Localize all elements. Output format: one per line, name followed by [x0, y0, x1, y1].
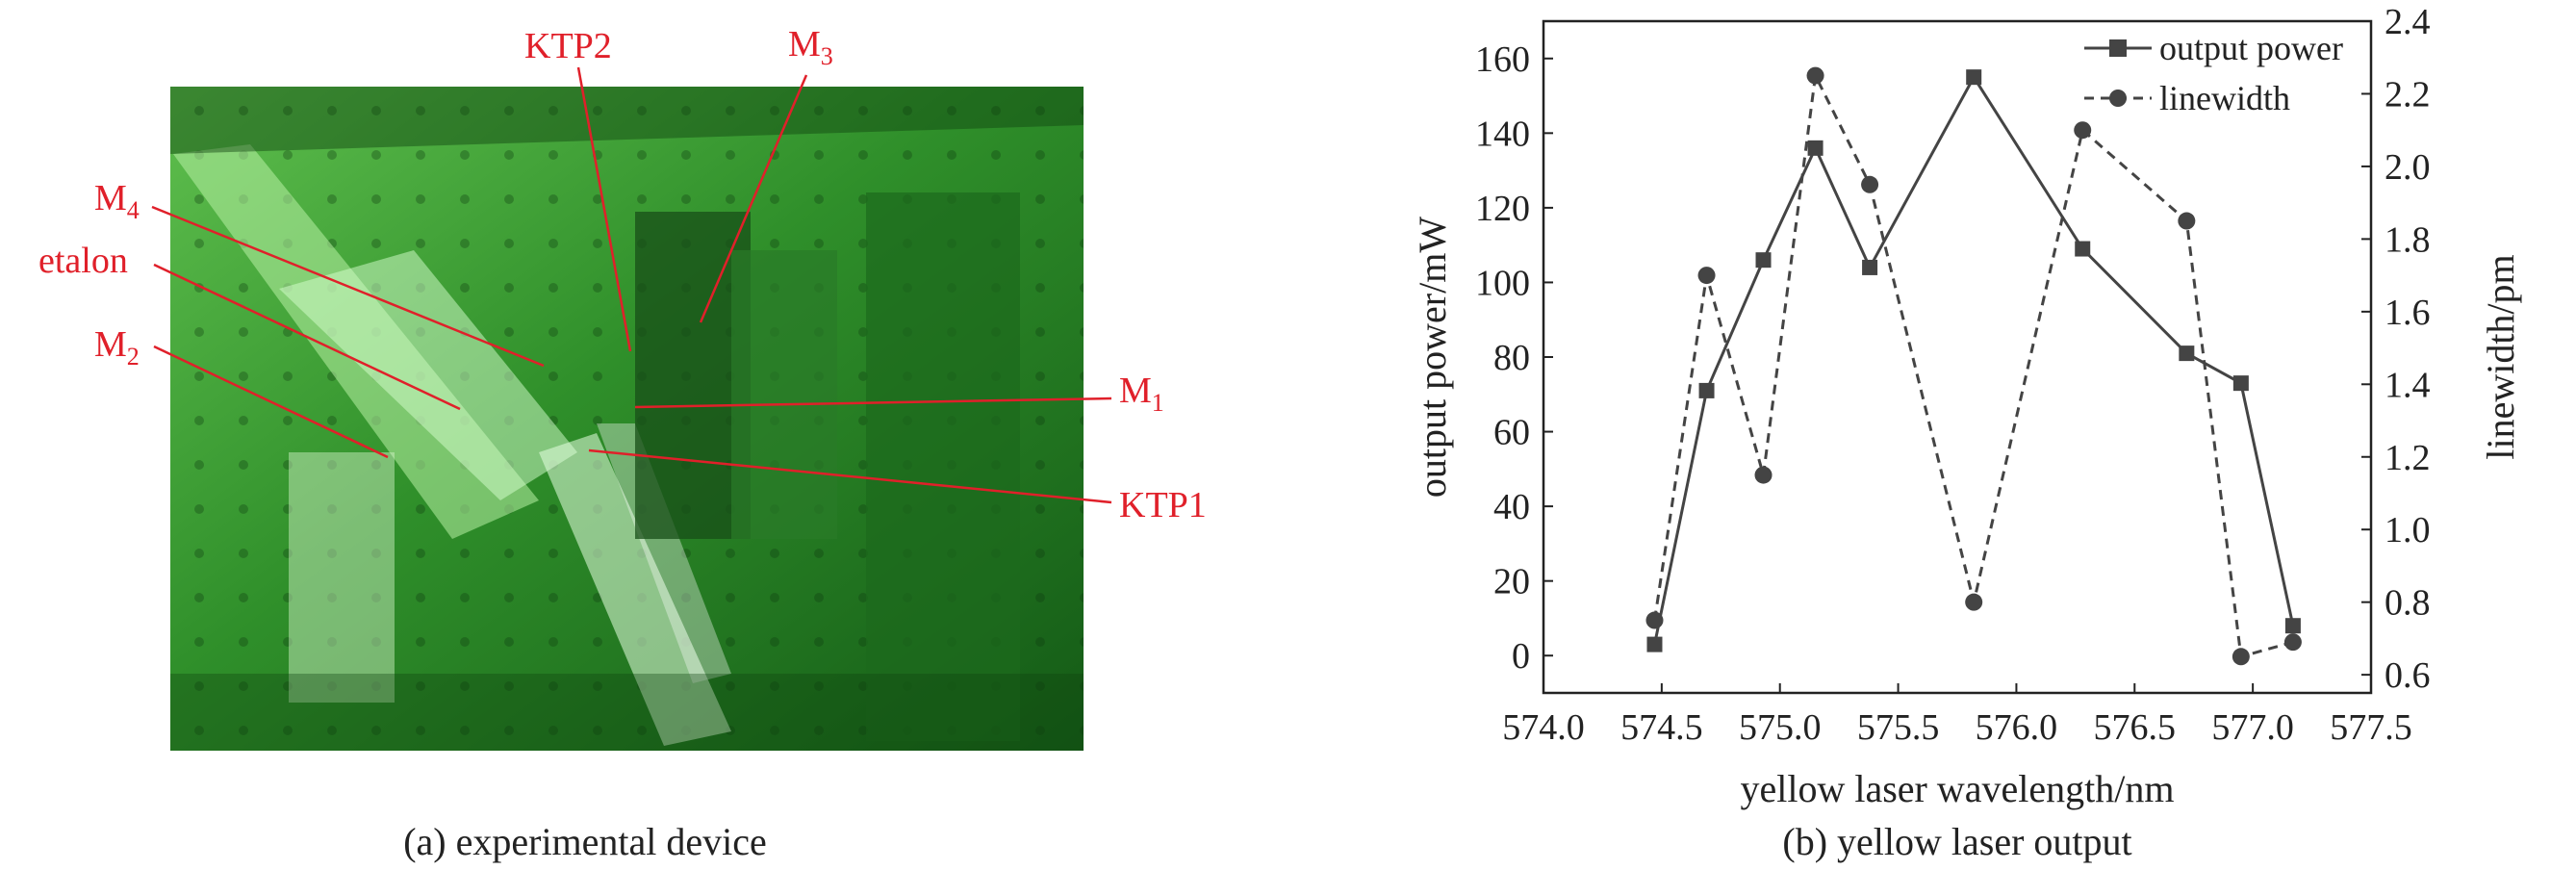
y-tick-label: 20	[1493, 562, 1530, 602]
y2-tick-label: 1.6	[2385, 293, 2431, 333]
x-tick-label: 577.5	[2330, 707, 2412, 748]
point-output-power	[2179, 345, 2195, 362]
point-output-power	[1862, 259, 1878, 275]
x-axis-label: yellow laser wavelength/nm	[1741, 767, 2175, 810]
y-tick-label: 160	[1475, 39, 1530, 80]
point-linewidth	[1861, 175, 1879, 193]
x-tick-label: 575.0	[1739, 707, 1822, 748]
device-labels: KTP2 M3 M4 etalon M2 M1 KTP1	[38, 24, 1207, 525]
y-tick-label: 140	[1475, 114, 1530, 154]
y2-tick-label: 1.0	[2385, 510, 2431, 550]
legend-label-linewidth: linewidth	[2159, 79, 2290, 117]
y2-tick-label: 1.2	[2385, 438, 2431, 478]
legend: output power linewidth	[2084, 29, 2343, 117]
label-ktp2: KTP2	[524, 26, 612, 66]
y-tick-label: 100	[1475, 263, 1530, 303]
y2-axis-ticks: 0.6 0.8 1.0 1.2 1.4 1.6 1.8 2.0 2.2 2.4	[2361, 2, 2431, 696]
legend-label-output-power: output power	[2159, 29, 2343, 67]
x-tick-label: 576.0	[1976, 707, 2058, 748]
plot-frame	[1542, 19, 2373, 695]
point-linewidth	[2178, 212, 2196, 230]
y2-tick-label: 2.4	[2385, 2, 2431, 42]
point-output-power	[1966, 69, 1982, 86]
legend-marker-circle	[2109, 90, 2127, 107]
point-linewidth	[1806, 66, 1824, 85]
x-axis-ticks: 574.0 574.5 575.0 575.5 576.0 576.5 577.0 577.5	[1502, 683, 2412, 748]
series-line-output-power	[1653, 74, 2295, 645]
y2-tick-label: 0.8	[2385, 583, 2431, 624]
point-output-power	[1807, 140, 1824, 156]
label-etalon: etalon	[38, 241, 128, 281]
y2-tick-label: 1.4	[2385, 365, 2431, 405]
point-linewidth	[1965, 593, 1983, 611]
point-output-power	[2075, 241, 2091, 257]
x-tick-label: 575.5	[1857, 707, 1940, 748]
point-output-power	[1698, 382, 1715, 398]
y2-tick-label: 1.8	[2385, 219, 2431, 260]
y-tick-label: 60	[1493, 413, 1530, 453]
device-photo	[170, 87, 1084, 751]
x-tick-label: 576.5	[2094, 707, 2177, 748]
point-linewidth	[2074, 121, 2092, 140]
point-linewidth	[1697, 267, 1716, 285]
y2-axis-label: linewidth/pm	[2479, 254, 2522, 459]
y2-tick-label: 2.2	[2385, 74, 2431, 115]
y-axis-ticks: 0 20 40 60 80 100 120 140 160	[1475, 39, 1553, 677]
series-markers	[1645, 66, 2302, 666]
y-tick-label: 120	[1475, 189, 1530, 229]
point-output-power	[1755, 252, 1772, 269]
point-output-power	[2284, 618, 2301, 634]
yellow-laser-chart: 574.0 574.5 575.0 575.5 576.0 576.5 577.0 577.5…	[1411, 2, 2522, 810]
label-m4: M4	[94, 178, 140, 224]
point-linewidth	[1754, 466, 1773, 484]
y-axis-label: output power/mW	[1411, 217, 1454, 498]
label-m3: M3	[788, 24, 833, 70]
y-tick-label: 40	[1493, 487, 1530, 527]
label-ktp1: KTP1	[1119, 485, 1207, 525]
label-m2: M2	[94, 324, 140, 371]
x-tick-label: 574.0	[1502, 707, 1585, 748]
point-linewidth	[2232, 648, 2250, 666]
y2-tick-label: 0.6	[2385, 655, 2431, 696]
caption-a: (a) experimental device	[403, 820, 767, 863]
point-output-power	[1646, 636, 1663, 652]
point-linewidth	[1645, 611, 1664, 629]
y2-tick-label: 2.0	[2385, 147, 2431, 188]
x-tick-label: 574.5	[1620, 707, 1703, 748]
point-linewidth	[2283, 633, 2302, 652]
series-line-linewidth	[1653, 70, 2294, 659]
y-tick-label: 80	[1493, 338, 1530, 378]
y-tick-label: 0	[1512, 636, 1530, 677]
x-tick-label: 577.0	[2211, 707, 2294, 748]
point-output-power	[2232, 375, 2249, 392]
label-m1: M1	[1119, 371, 1164, 417]
series-lines	[1653, 70, 2295, 659]
label-leaders	[151, 66, 1112, 504]
caption-b: (b) yellow laser output	[1782, 820, 2131, 863]
legend-marker-square	[2109, 39, 2127, 57]
